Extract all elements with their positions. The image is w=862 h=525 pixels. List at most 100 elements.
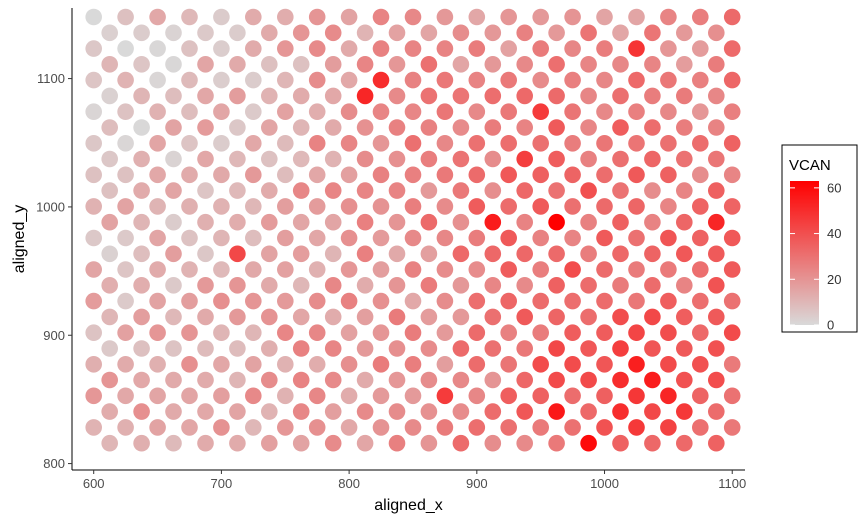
spot <box>404 40 422 57</box>
spot <box>596 198 613 215</box>
spot <box>388 245 406 263</box>
spot <box>277 135 294 152</box>
spot <box>324 150 342 168</box>
spot <box>149 324 166 342</box>
spot <box>229 434 246 452</box>
spot <box>133 245 150 263</box>
spot <box>644 434 661 452</box>
spot <box>277 229 294 247</box>
spot <box>340 419 358 436</box>
spot <box>420 245 438 263</box>
spot <box>532 292 549 310</box>
spot <box>308 292 326 310</box>
spot <box>484 182 502 199</box>
spot <box>468 198 486 215</box>
spot <box>149 387 166 405</box>
spot <box>85 71 102 89</box>
spot <box>149 292 166 310</box>
spot <box>612 277 629 294</box>
x-tick-label: 600 <box>83 476 105 491</box>
spot <box>692 198 709 215</box>
spot <box>628 166 645 184</box>
spot <box>85 387 102 405</box>
spot <box>85 8 102 26</box>
spot <box>516 403 533 420</box>
spot <box>484 277 502 294</box>
spot <box>612 371 629 389</box>
spot <box>165 87 182 105</box>
spot <box>436 8 454 26</box>
spot <box>548 119 565 136</box>
spot <box>692 292 709 310</box>
spot <box>292 277 310 294</box>
spot <box>708 403 725 420</box>
spot <box>692 419 709 436</box>
spot <box>245 198 262 215</box>
spot <box>452 403 470 420</box>
spot <box>324 24 342 42</box>
legend-ticks: 0 20 40 60 <box>790 180 841 333</box>
spot <box>676 150 693 168</box>
spot <box>229 340 246 357</box>
spot <box>548 308 565 326</box>
spot <box>388 371 406 389</box>
spot <box>245 387 262 405</box>
spot <box>676 182 693 199</box>
spot <box>324 277 342 294</box>
spot <box>261 56 278 73</box>
spot <box>340 261 358 278</box>
spot <box>612 213 629 231</box>
spot <box>500 229 517 247</box>
spot <box>388 56 406 73</box>
spot <box>197 277 214 294</box>
spot <box>277 8 294 26</box>
spot <box>292 87 310 105</box>
spot <box>708 119 725 136</box>
spot <box>181 229 198 247</box>
spot <box>612 56 629 73</box>
spot <box>468 419 486 436</box>
spot <box>436 356 454 373</box>
spot <box>548 371 565 389</box>
spot <box>117 261 134 278</box>
spot <box>420 150 438 168</box>
spot <box>500 292 517 310</box>
spot <box>612 434 629 452</box>
spot <box>420 87 438 105</box>
spot <box>356 87 374 105</box>
spot <box>500 40 517 57</box>
spot <box>580 182 597 199</box>
spot <box>292 371 310 389</box>
spot <box>723 40 741 57</box>
spot <box>388 434 406 452</box>
spot <box>452 150 470 168</box>
spot <box>245 292 262 310</box>
spot <box>660 261 677 278</box>
spot <box>117 71 134 89</box>
spot <box>628 229 645 247</box>
spot <box>117 103 134 120</box>
spot <box>277 419 294 436</box>
spot <box>420 24 438 42</box>
spot <box>197 213 214 231</box>
spot <box>356 56 374 73</box>
spot <box>436 40 454 57</box>
spot <box>277 387 294 405</box>
spot <box>277 40 294 57</box>
spot <box>452 277 470 294</box>
spot <box>660 135 677 152</box>
spot <box>708 371 725 389</box>
spot <box>644 403 661 420</box>
spot <box>356 340 374 357</box>
spot <box>149 229 166 247</box>
spot <box>165 182 182 199</box>
spot <box>245 8 262 26</box>
spot <box>660 8 677 26</box>
spot <box>660 40 677 57</box>
spot <box>165 277 182 294</box>
spot <box>165 56 182 73</box>
spot <box>723 135 741 152</box>
spot <box>308 356 326 373</box>
x-tick-label: 900 <box>466 476 488 491</box>
spot <box>133 150 150 168</box>
